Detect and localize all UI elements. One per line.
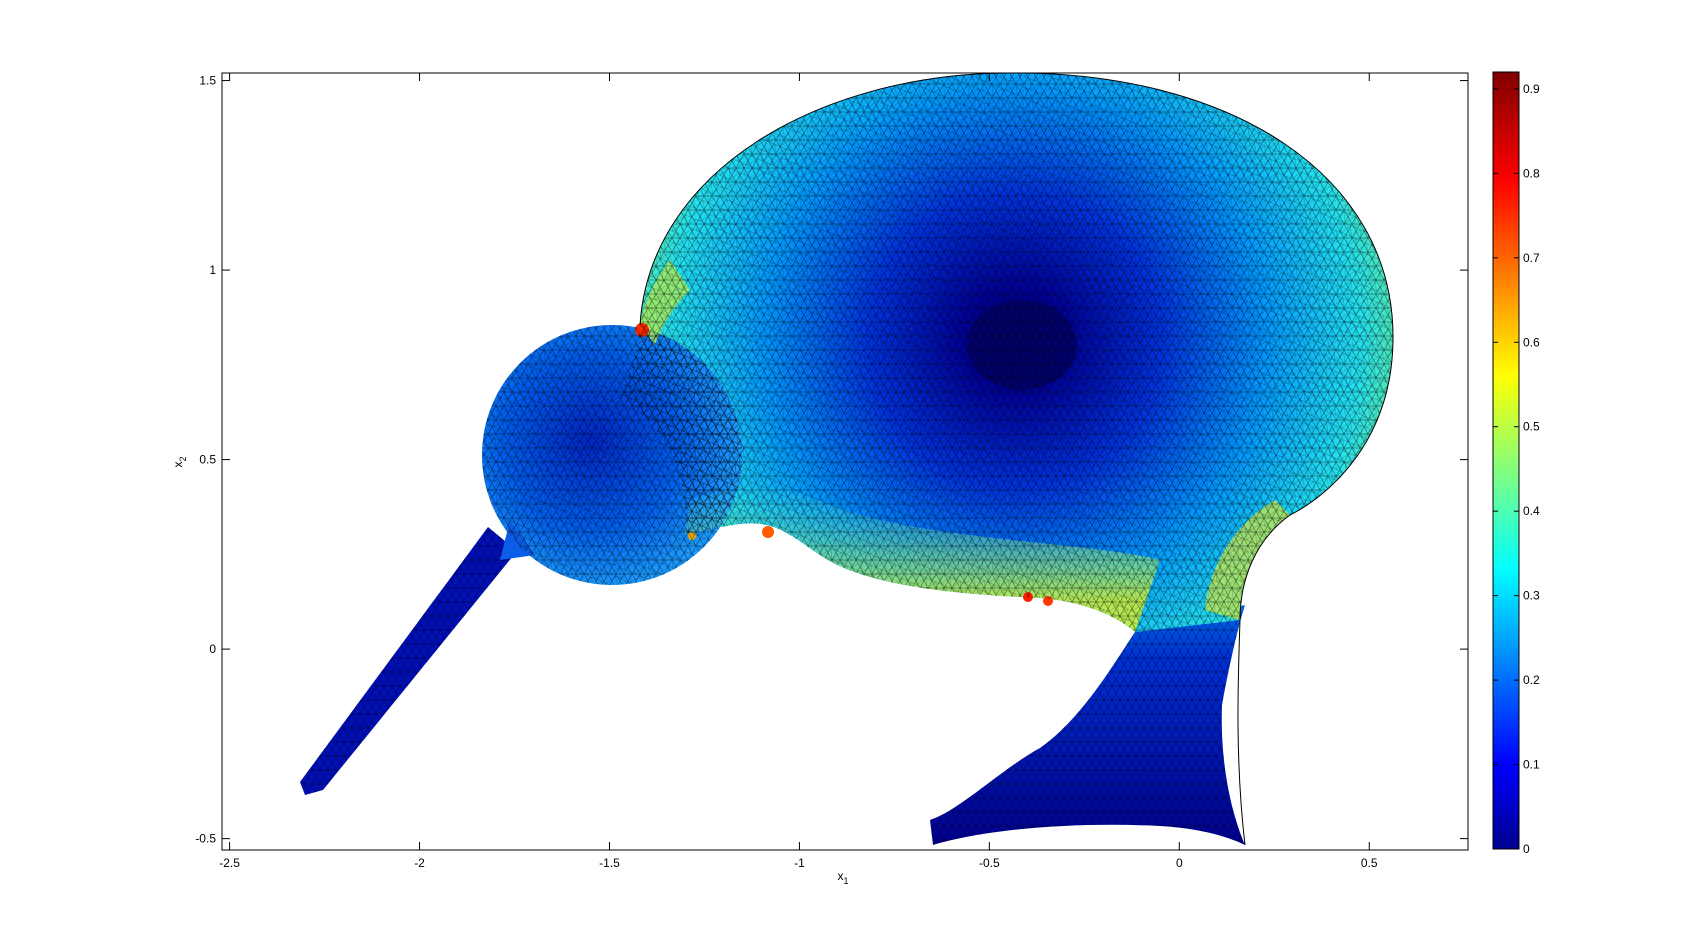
y-tick-label: 1.5 bbox=[199, 74, 216, 88]
x-tick-label: -1.5 bbox=[599, 856, 620, 870]
y-axis-label: x2 bbox=[171, 456, 188, 467]
kiwi-mesh bbox=[300, 73, 1394, 846]
colorbar-tick-label: 0.4 bbox=[1523, 504, 1540, 518]
x-tick-label: -0.5 bbox=[979, 856, 1000, 870]
y-tick-label: 0 bbox=[209, 642, 216, 656]
colorbar-tick-label: 0.9 bbox=[1523, 82, 1540, 96]
y-axis-ticks: -0.5 0 0.5 1 1.5 bbox=[195, 74, 1468, 846]
x-tick-label: 0 bbox=[1176, 856, 1183, 870]
colorbar-tick-label: 0.1 bbox=[1523, 758, 1540, 772]
colorbar-tick-label: 0.7 bbox=[1523, 251, 1540, 265]
x-tick-label: -1 bbox=[794, 856, 805, 870]
colorbar-tick-label: 0.6 bbox=[1523, 335, 1540, 349]
y-tick-label: 1 bbox=[209, 263, 216, 277]
colorbar bbox=[1492, 71, 1520, 850]
axes-frame bbox=[221, 72, 1469, 851]
x-tick-label: -2 bbox=[414, 856, 425, 870]
x-tick-label: 0.5 bbox=[1361, 856, 1378, 870]
y-tick-label: -0.5 bbox=[195, 832, 216, 846]
x-tick-label: -2.5 bbox=[219, 856, 240, 870]
x-axis-label: x1 bbox=[837, 869, 848, 886]
colorbar-tick-label: 0.5 bbox=[1523, 420, 1540, 434]
colorbar-tick-label: 0.2 bbox=[1523, 673, 1540, 687]
colorbar-ticks: 0 0.1 0.2 0.3 0.4 0.5 0.6 0.7 0.8 0.9 bbox=[1493, 82, 1540, 856]
colorbar-tick-label: 0.8 bbox=[1523, 166, 1540, 180]
x-axis-ticks: -2.5 -2 -1.5 -1 -0.5 0 0.5 bbox=[219, 73, 1378, 870]
colorbar-tick-label: 0 bbox=[1523, 842, 1530, 856]
y-tick-label: 0.5 bbox=[199, 453, 216, 467]
colorbar-tick-label: 0.3 bbox=[1523, 589, 1540, 603]
